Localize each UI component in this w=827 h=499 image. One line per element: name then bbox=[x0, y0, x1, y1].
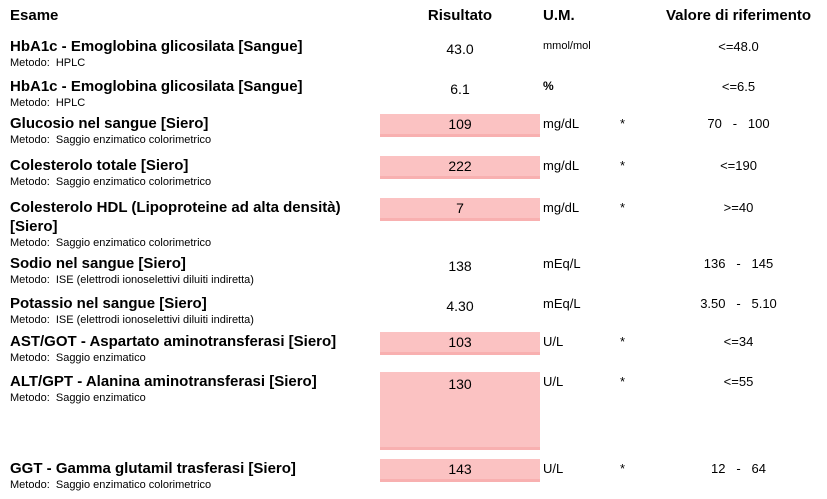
abnormal-flag: * bbox=[620, 116, 626, 131]
reference-range: 70 - 100 bbox=[707, 116, 770, 131]
exam-method: Metodo: Saggio enzimatico bbox=[10, 352, 146, 364]
table-header-row: Esame Risultato U.M. Valore di riferimen… bbox=[0, 0, 827, 35]
abnormal-flag bbox=[612, 292, 650, 296]
exam-method: Metodo: HPLC bbox=[10, 97, 86, 109]
exam-cell: AST/GOT - Aspartato aminotransferasi [Si… bbox=[0, 330, 380, 365]
unit-label: % bbox=[543, 79, 554, 93]
column-header-exam: Esame bbox=[10, 7, 59, 24]
exam-name: HbA1c - Emoglobina glicosilata [Sangue] bbox=[10, 78, 303, 95]
unit-label: U/L bbox=[543, 374, 564, 389]
exam-cell: HbA1c - Emoglobina glicosilata [Sangue] … bbox=[0, 75, 380, 110]
exam-name: Glucosio nel sangue [Siero] bbox=[10, 115, 209, 132]
exam-name: Colesterolo totale [Siero] bbox=[10, 157, 189, 174]
table-row: Glucosio nel sangue [Siero] Metodo: Sagg… bbox=[0, 112, 827, 154]
exam-method: Metodo: Saggio enzimatico colorimetrico bbox=[10, 176, 212, 188]
exam-cell: Colesterolo HDL (Lipoproteine ad alta de… bbox=[0, 196, 380, 250]
exam-cell: Glucosio nel sangue [Siero] Metodo: Sagg… bbox=[0, 112, 380, 147]
column-header-reference: Valore di riferimento bbox=[665, 7, 812, 24]
exam-name: AST/GOT - Aspartato aminotransferasi [Si… bbox=[10, 333, 337, 350]
table-row: GGT - Gamma glutamil trasferasi [Siero] … bbox=[0, 457, 827, 499]
exam-method: Metodo: Saggio enzimatico colorimetrico bbox=[10, 237, 212, 249]
reference-range: 136 - 145 bbox=[703, 256, 774, 271]
column-header-unit: U.M. bbox=[543, 7, 575, 24]
unit-label: mmol/mol bbox=[543, 40, 591, 52]
exam-cell: Colesterolo totale [Siero] Metodo: Saggi… bbox=[0, 154, 380, 189]
unit-label: mg/dL bbox=[543, 200, 580, 215]
abnormal-flag bbox=[612, 35, 650, 39]
unit-label: mg/dL bbox=[543, 116, 580, 131]
result-value-highlighted: 109 bbox=[380, 114, 540, 137]
exam-name: GGT - Gamma glutamil trasferasi [Siero] bbox=[10, 460, 296, 477]
reference-range: 12 - 64 bbox=[711, 461, 766, 476]
abnormal-flag: * bbox=[620, 334, 626, 349]
abnormal-flag: * bbox=[620, 461, 626, 476]
exam-method: Metodo: HPLC bbox=[10, 57, 86, 69]
exam-cell: Potassio nel sangue [Siero] Metodo: ISE … bbox=[0, 292, 380, 327]
unit-label: U/L bbox=[543, 334, 564, 349]
result-value: 4.30 bbox=[446, 297, 474, 314]
result-value: 138 bbox=[448, 257, 472, 274]
reference-range: <=34 bbox=[723, 334, 754, 349]
reference-range: <=6.5 bbox=[721, 79, 756, 94]
exam-method: Metodo: Saggio enzimatico colorimetrico bbox=[10, 479, 212, 491]
abnormal-flag: * bbox=[620, 374, 626, 389]
exam-name: Sodio nel sangue [Siero] bbox=[10, 255, 186, 272]
exam-method: Metodo: ISE (elettrodi ionoselettivi dil… bbox=[10, 274, 254, 286]
reference-range: <=55 bbox=[723, 374, 754, 389]
table-row: ALT/GPT - Alanina aminotransferasi [Sier… bbox=[0, 370, 827, 457]
exam-name: ALT/GPT - Alanina aminotransferasi [Sier… bbox=[10, 373, 317, 390]
exam-method: Metodo: ISE (elettrodi ionoselettivi dil… bbox=[10, 314, 254, 326]
unit-label: mEq/L bbox=[543, 296, 581, 311]
table-row: Potassio nel sangue [Siero] Metodo: ISE … bbox=[0, 292, 827, 330]
unit-label: mg/dL bbox=[543, 158, 580, 173]
result-value: 6.1 bbox=[450, 80, 470, 97]
exam-name: Colesterolo HDL (Lipoproteine ad alta de… bbox=[10, 199, 341, 235]
column-header-result: Risultato bbox=[427, 7, 493, 24]
table-row: HbA1c - Emoglobina glicosilata [Sangue] … bbox=[0, 75, 827, 112]
result-value: 43.0 bbox=[446, 40, 474, 57]
result-value-highlighted: 103 bbox=[380, 332, 540, 355]
unit-label: U/L bbox=[543, 461, 564, 476]
unit-label: mEq/L bbox=[543, 256, 581, 271]
exam-cell: HbA1c - Emoglobina glicosilata [Sangue] … bbox=[0, 35, 380, 70]
exam-name: HbA1c - Emoglobina glicosilata [Sangue] bbox=[10, 38, 303, 55]
reference-range: >=40 bbox=[723, 200, 754, 215]
table-row: HbA1c - Emoglobina glicosilata [Sangue] … bbox=[0, 35, 827, 75]
table-row: AST/GOT - Aspartato aminotransferasi [Si… bbox=[0, 330, 827, 370]
abnormal-flag: * bbox=[620, 158, 626, 173]
abnormal-flag: * bbox=[620, 200, 626, 215]
table-row: Sodio nel sangue [Siero] Metodo: ISE (el… bbox=[0, 252, 827, 292]
result-value-highlighted: 130 bbox=[380, 372, 540, 450]
abnormal-flag bbox=[612, 252, 650, 256]
reference-range: <=48.0 bbox=[718, 39, 759, 54]
exam-name: Potassio nel sangue [Siero] bbox=[10, 295, 207, 312]
result-value-highlighted: 222 bbox=[380, 156, 540, 179]
exam-method: Metodo: Saggio enzimatico colorimetrico bbox=[10, 134, 212, 146]
abnormal-flag bbox=[612, 75, 650, 79]
reference-range: <=190 bbox=[720, 158, 757, 173]
reference-range: 3.50 - 5.10 bbox=[700, 296, 777, 311]
result-value-highlighted: 7 bbox=[380, 198, 540, 221]
exam-cell: Sodio nel sangue [Siero] Metodo: ISE (el… bbox=[0, 252, 380, 287]
exam-cell: GGT - Gamma glutamil trasferasi [Siero] … bbox=[0, 457, 380, 492]
exam-method: Metodo: Saggio enzimatico bbox=[10, 392, 146, 404]
table-row: Colesterolo HDL (Lipoproteine ad alta de… bbox=[0, 196, 827, 252]
result-value-highlighted: 143 bbox=[380, 459, 540, 482]
table-row: Colesterolo totale [Siero] Metodo: Saggi… bbox=[0, 154, 827, 196]
exam-cell: ALT/GPT - Alanina aminotransferasi [Sier… bbox=[0, 370, 380, 405]
